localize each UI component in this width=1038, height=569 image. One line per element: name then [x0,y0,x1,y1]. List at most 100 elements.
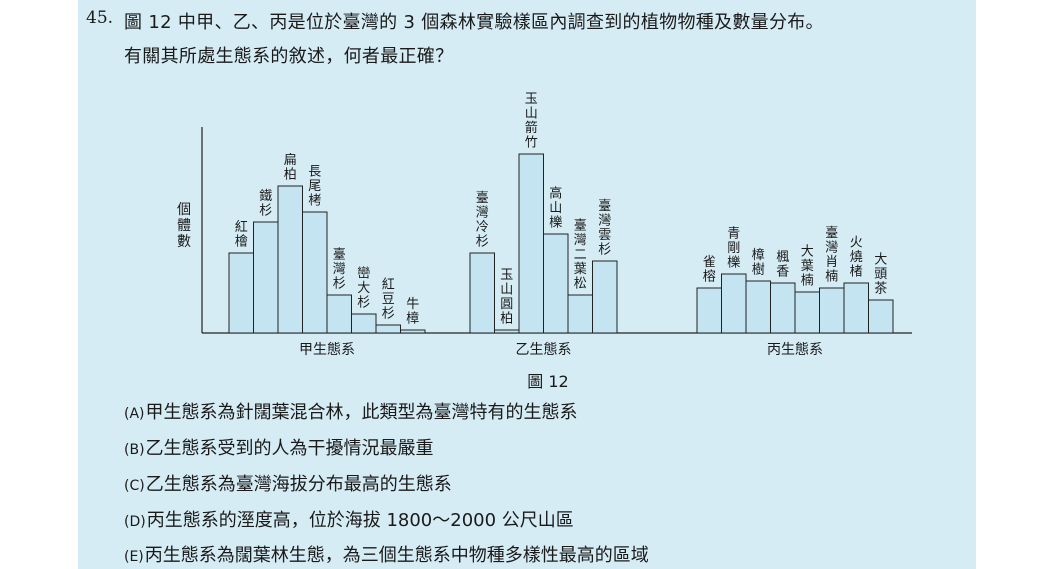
option-b-mark: (B) [124,442,145,458]
option-c-mark: (C) [124,478,145,494]
species-label-char: 杉 [598,243,611,258]
species-label-char: 冷 [476,220,489,235]
figure-caption: 圖 12 [527,372,568,391]
species-label-char: 圓 [500,297,513,312]
species-label-char: 山 [500,283,513,298]
bar-大葉楠 [794,291,820,334]
species-label-char: 香 [776,265,789,280]
bar-高山櫟 [543,233,569,334]
bar-臺灣雲杉 [592,260,618,334]
bar-鐵杉 [253,221,279,334]
bar-巒大杉 [351,313,377,334]
species-label-char: 灣 [333,262,346,277]
species-label-char: 玉 [500,268,513,283]
option-e[interactable]: (E)丙生態系為闊葉林生態，為三個生態系中物種多樣性最高的區域 [124,541,649,567]
species-label-char: 楠 [801,274,814,289]
species-label-char: 栲 [308,194,321,209]
species-label-char: 臺 [598,199,611,214]
question-stem-line2: 有關其所處生態系的敘述，何者最正確？ [124,46,454,67]
species-label-char: 樟 [406,312,419,327]
species-label-char: 竹 [525,136,538,151]
bar-青剛櫟 [721,273,747,334]
species-label-char: 雀 [703,255,716,270]
bar-紅檜 [228,252,254,334]
species-label-char: 柏 [500,312,513,327]
species-label-char: 雲 [598,228,611,243]
option-a-text: 甲生態系為針闊葉混合林，此類型為臺灣特有的生態系 [145,402,578,423]
option-a-mark: (A) [124,406,145,422]
option-b[interactable]: (B)乙生態系受到的人為干擾情況最嚴重 [124,434,434,460]
species-label-char: 紅 [382,278,395,293]
species-label-char: 杉 [476,235,489,250]
group-label: 甲生態系 [299,342,355,358]
bar-扁柏 [277,185,303,334]
bar-玉山箭竹 [518,153,544,334]
species-label-char: 山 [525,107,538,122]
bar-楓香 [770,282,796,334]
species-label-char: 臺 [333,248,346,263]
species-label-char: 肖 [825,255,838,270]
species-label-char: 杉 [382,307,395,322]
species-label-char: 灣 [476,206,489,221]
species-label-char: 楠 [825,270,838,285]
species-label-char: 杉 [259,204,272,219]
species-label-char: 巒 [357,267,370,282]
option-b-text: 乙生態系受到的人為干擾情況最嚴重 [145,438,434,459]
species-label-char: 臺 [574,219,587,234]
species-label-char: 燒 [850,250,863,265]
group-label: 丙生態系 [767,342,823,358]
species-label-char: 櫟 [549,215,562,231]
species-label-char: 灣 [825,241,838,256]
species-label-char: 火 [850,236,863,251]
bar-牛樟 [400,329,426,334]
species-label-char: 玉 [525,92,538,107]
question-stem-line1: 圖 12 中甲、乙、丙是位於臺灣的 3 個森林實驗樣區內調查到的植物物種及數量分… [124,12,824,33]
species-label-char: 牛 [406,297,419,312]
y-axis-label-char: 個 [177,202,191,218]
option-d[interactable]: (D)丙生態系的溼度高，位於海拔 1800～2000 公尺山區 [124,506,574,532]
species-label-char: 二 [574,248,587,263]
bar-大頭茶 [868,299,894,334]
species-label-char: 長 [308,165,321,180]
species-label-char: 大 [801,245,814,260]
species-label-char: 大 [874,253,887,268]
species-label-char: 杉 [357,296,370,311]
bar-臺灣冷杉 [469,252,495,334]
bar-樟樹 [745,280,771,334]
species-label-char: 楮 [850,264,863,280]
group-label: 乙生態系 [516,342,572,358]
species-label-char: 灣 [598,214,611,229]
bar-臺灣杉 [326,294,352,334]
species-label-char: 大 [357,281,370,296]
species-label-char: 櫟 [727,255,740,271]
species-label-char: 檜 [235,234,248,250]
species-label-char: 葉 [801,259,814,274]
species-label-char: 臺 [825,226,838,241]
species-label-char: 臺 [476,191,489,206]
bar-玉山圓柏 [494,329,520,334]
species-label-char: 樟 [752,248,765,263]
species-label-char: 尾 [308,179,321,194]
species-label-char: 茶 [874,281,887,297]
question-number: 45. [86,8,114,28]
species-label-char: 榕 [703,270,716,285]
species-label-char: 剛 [727,241,740,256]
species-label-char: 灣 [574,233,587,248]
species-label-char: 青 [727,227,740,242]
bar-雀榕 [696,287,722,334]
species-label-char: 高 [549,186,562,202]
option-e-text: 丙生態系為闊葉林生態，為三個生態系中物種多樣性最高的區域 [144,545,649,566]
bar-臺灣二葉松 [567,294,593,334]
species-label-char: 扁 [284,153,297,168]
species-label-char: 楓 [776,250,789,265]
bar-火燒楮 [843,282,869,334]
species-label-char: 柏 [284,168,297,183]
species-label-char: 葉 [574,262,587,277]
option-a[interactable]: (A)甲生態系為針闊葉混合林，此類型為臺灣特有的生態系 [124,398,578,424]
species-label-char: 頭 [874,267,887,282]
species-label-char: 樹 [752,263,765,278]
option-c[interactable]: (C)乙生態系為臺灣海拔分布最高的生態系 [124,470,452,496]
y-axis-label-char: 數 [177,234,191,250]
species-label-char: 松 [574,277,587,292]
